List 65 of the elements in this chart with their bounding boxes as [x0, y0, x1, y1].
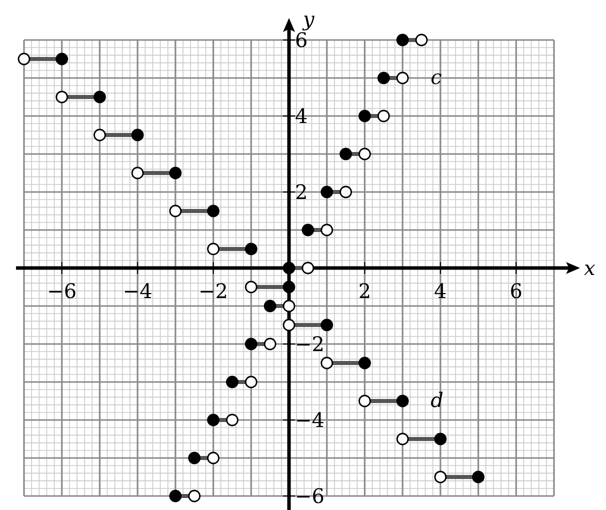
- point: [18, 52, 30, 66]
- point: [396, 72, 409, 84]
- point: [320, 356, 334, 370]
- point: [302, 262, 314, 274]
- point: [131, 166, 144, 180]
- y-tick-label: −4: [295, 408, 324, 432]
- point: [358, 148, 371, 160]
- x-tick-label: 2: [358, 279, 372, 303]
- annotation: c: [430, 65, 442, 89]
- point: [207, 204, 220, 218]
- y-tick-label: 4: [295, 104, 308, 128]
- point: [264, 300, 276, 312]
- point: [207, 242, 220, 256]
- point: [377, 72, 390, 84]
- point: [188, 490, 201, 502]
- point: [358, 110, 371, 122]
- point: [320, 186, 334, 198]
- point: [320, 318, 334, 332]
- x-tick-label: −6: [47, 279, 77, 303]
- point: [358, 356, 371, 370]
- point: [94, 128, 106, 142]
- point: [396, 432, 409, 446]
- point: [94, 90, 106, 104]
- point: [282, 318, 296, 332]
- point: [396, 394, 409, 408]
- point: [340, 148, 352, 160]
- point: [358, 394, 371, 408]
- point: [282, 262, 296, 274]
- point: [264, 338, 276, 350]
- point: [56, 52, 68, 66]
- point: [244, 376, 258, 388]
- y-axis-title: y: [302, 7, 315, 31]
- y-tick-label: 2: [295, 180, 308, 204]
- point: [377, 110, 390, 122]
- point: [472, 470, 484, 484]
- point: [340, 186, 352, 198]
- annotation: d: [430, 388, 444, 412]
- point: [282, 280, 296, 294]
- point: [244, 338, 258, 350]
- point: [244, 242, 258, 256]
- point: [169, 490, 182, 502]
- point: [188, 452, 201, 464]
- point: [244, 280, 258, 294]
- x-tick-label: −4: [122, 279, 152, 303]
- point: [169, 166, 182, 180]
- point: [207, 414, 220, 426]
- point: [434, 470, 447, 484]
- point: [396, 34, 409, 46]
- x-tick-label: 4: [434, 279, 447, 303]
- point: [169, 204, 182, 218]
- point: [207, 452, 220, 464]
- point: [302, 224, 314, 236]
- y-tick-label: −2: [295, 332, 324, 356]
- point: [434, 432, 447, 446]
- point: [56, 90, 68, 104]
- point: [131, 128, 144, 142]
- x-tick-label: −2: [198, 279, 228, 303]
- x-axis-title: x: [584, 256, 596, 280]
- point: [282, 300, 296, 312]
- point: [415, 34, 428, 46]
- y-tick-label: −6: [295, 484, 324, 508]
- point: [226, 376, 238, 388]
- point: [226, 414, 238, 426]
- point: [320, 224, 334, 236]
- x-tick-label: 6: [510, 279, 523, 303]
